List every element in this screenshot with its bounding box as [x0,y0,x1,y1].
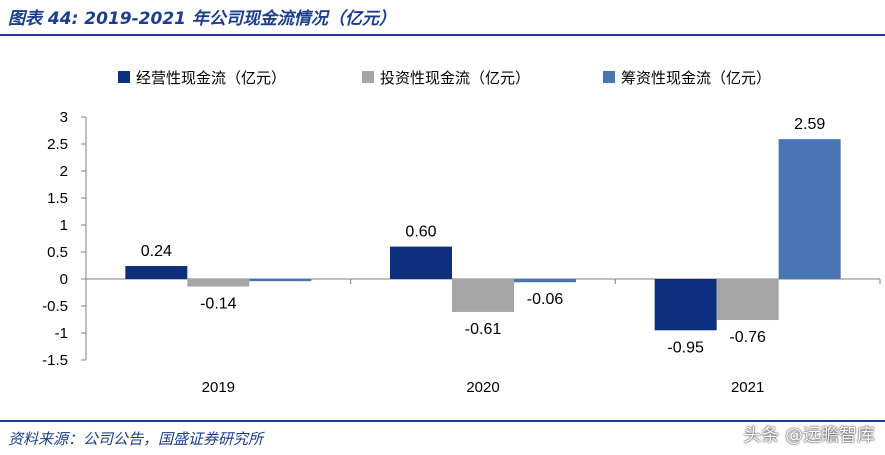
x-tick-label: 2021 [731,379,764,396]
y-tick-label: -0.5 [42,298,68,315]
bar-2019-s2 [187,279,250,287]
cashflow-bar-chart: 经营性现金流（亿元） 投资性现金流（亿元） 筹资性现金流（亿元） 3 2.5 2 1.5 1… [42,69,881,396]
data-label: 0.60 [405,224,436,241]
legend-swatch-1 [118,71,130,83]
source-note: 资料来源：公司公告，国盛证券研究所 [8,430,264,448]
y-tick-label: 0.5 [47,244,68,261]
y-tick-label: 2 [60,163,68,180]
data-label: 0.24 [141,243,172,260]
title-rule [0,34,885,36]
y-tick-label: 1 [60,217,68,234]
legend-label-3: 筹资性现金流（亿元） [621,69,771,87]
y-tick-label: -1 [55,325,68,342]
data-label: -0.76 [729,329,766,346]
bar-marks [125,139,841,331]
x-tick-label: 2020 [466,379,499,396]
bar-2019-s3 [249,279,312,282]
legend-swatch-3 [603,71,615,83]
bar-2021-s3 [778,139,841,279]
data-label: -0.06 [527,291,564,308]
y-tick-label: 2.5 [47,136,68,153]
bar-2020-s3 [514,279,576,283]
bar-2021-s1 [654,279,717,331]
y-tick-label: 1.5 [47,190,68,207]
y-tick-label: -1.5 [42,352,68,369]
bar-2021-s2 [716,279,779,321]
data-labels: 0.24 -0.14 0.60 -0.61 -0.06 -0.95 -0.76 2.59 [141,116,826,356]
data-label: 2.59 [794,116,825,133]
y-axis: 3 2.5 2 1.5 1 0.5 0 -0.5 -1 -1.5 [42,109,87,369]
data-label: -0.95 [667,339,704,356]
source-rule [0,420,885,422]
legend-swatch-2 [362,71,374,83]
bar-2020-s1 [390,246,452,279]
y-tick-label: 3 [60,109,68,126]
y-tick-label: 0 [60,271,68,288]
legend-label-2: 投资性现金流（亿元） [380,69,530,87]
figure-title: 图表 44: 2019-2021 年公司现金流情况（亿元） [8,9,396,29]
legend-label-1: 经营性现金流（亿元） [136,69,286,87]
watermark-text: 头条 @远瞻智库 [743,425,875,446]
chart-legend: 经营性现金流（亿元） 投资性现金流（亿元） 筹资性现金流（亿元） [118,69,771,87]
data-label: -0.14 [200,296,237,313]
x-tick-label: 2019 [202,379,235,396]
data-label: -0.61 [465,321,502,338]
bar-2019-s1 [125,266,188,279]
bar-2020-s2 [452,279,514,312]
